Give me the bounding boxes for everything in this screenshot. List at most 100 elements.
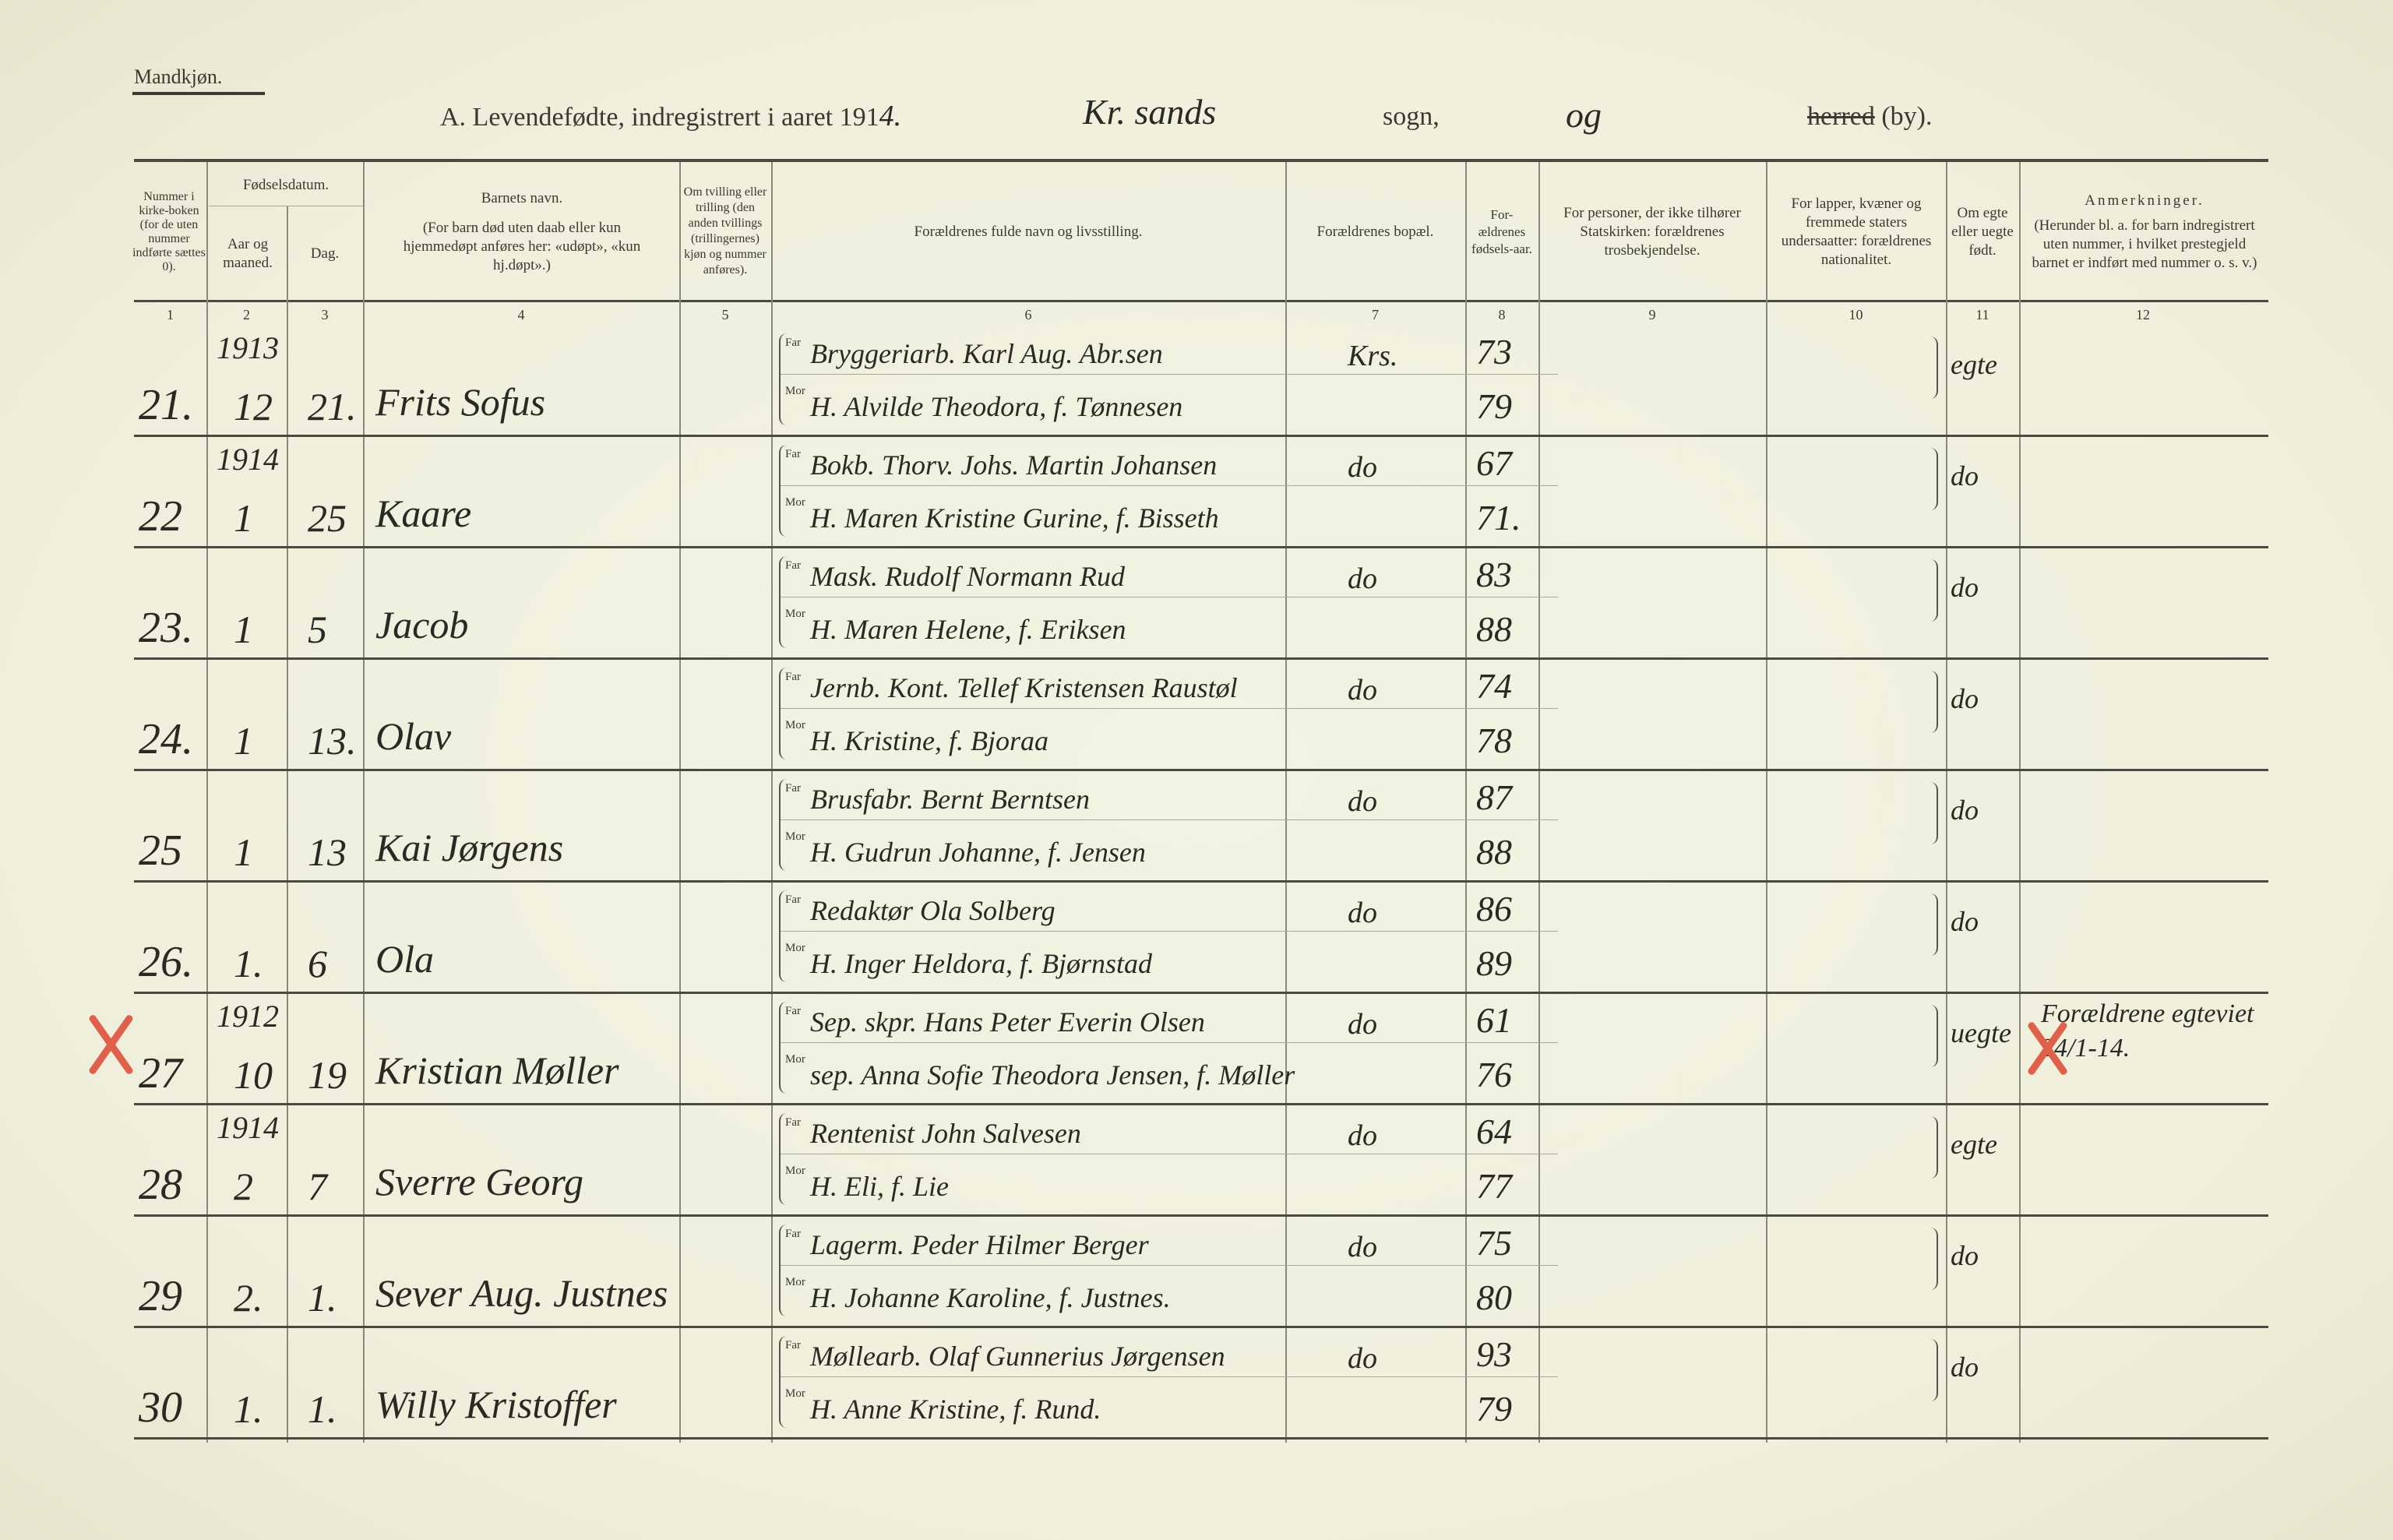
column-divider	[287, 206, 288, 1443]
parents-brace	[779, 1336, 787, 1428]
father-birth-year: 74	[1476, 666, 1512, 706]
birth-day: 13.	[308, 719, 357, 763]
mother-birth-year: 80	[1476, 1277, 1512, 1317]
row-number: 21.	[139, 381, 193, 429]
column-divider	[679, 162, 681, 1443]
remark: Forældrene egteviet 24/1-14.	[2041, 999, 2254, 1062]
row-number: 24.	[139, 715, 193, 763]
herred-struck: herred	[1807, 102, 1875, 131]
row-bottom-border	[134, 435, 2268, 437]
far-label: Far	[785, 559, 801, 572]
row-number: 26.	[139, 938, 193, 986]
residence: do	[1348, 1342, 1377, 1375]
mother-birth-year: 77	[1476, 1166, 1512, 1206]
column-divider	[1465, 162, 1467, 1443]
row-number: 29	[139, 1272, 182, 1320]
father-name: Møllearb. Olaf Gunnerius Jørgensen	[810, 1341, 1225, 1372]
header-col-11: Om egte eller uegte født.	[1949, 165, 2016, 299]
parents-brace	[779, 1225, 787, 1316]
parents-brace	[779, 445, 787, 537]
header-col-1-label: Nummer i kirke-boken (for de uten nummer…	[132, 190, 206, 273]
mor-label: Mor	[785, 830, 805, 843]
row-bottom-border	[134, 880, 2268, 883]
row-number: 28	[139, 1161, 182, 1209]
header-bottom-border	[134, 300, 2268, 302]
header-col-2-label: Aar og maaned.	[223, 236, 273, 271]
far-label: Far	[785, 1005, 801, 1017]
birth-day: 25	[308, 496, 347, 540]
header-fodselsdatum: Fødselsdatum.	[209, 168, 363, 203]
column-divider	[363, 162, 365, 1443]
row-mid-rule	[779, 1265, 1558, 1266]
mother-name: H. Eli, f. Lie	[810, 1171, 949, 1202]
header-col-2: Aar og maaned.	[209, 209, 287, 299]
mor-label: Mor	[785, 719, 805, 731]
parents-brace	[779, 556, 787, 648]
parents-brace	[779, 668, 787, 759]
row-bottom-border	[134, 992, 2268, 994]
father-birth-year: 93	[1476, 1334, 1512, 1374]
red-x-mark-margin	[87, 1010, 134, 1080]
row-bottom-border	[134, 1326, 2268, 1328]
birth-month: 1	[234, 830, 253, 874]
far-label: Far	[785, 1228, 801, 1240]
row-bottom-border	[134, 769, 2268, 771]
birth-year: 1912	[217, 999, 279, 1034]
mother-name: H. Kristine, f. Bjoraa	[810, 725, 1049, 756]
column-number: 10	[1848, 307, 1863, 322]
column-divider	[771, 162, 773, 1443]
row-number: 25	[139, 826, 182, 875]
child-name: Ola	[375, 937, 434, 981]
birth-month: 10	[234, 1053, 273, 1097]
birth-day: 1.	[308, 1387, 337, 1431]
residence: do	[1348, 785, 1377, 818]
column-divider	[2019, 162, 2021, 1443]
birth-month: 1.	[234, 1387, 263, 1431]
row-mid-rule	[779, 485, 1558, 486]
table-top-border	[134, 159, 2268, 162]
far-label: Far	[785, 671, 801, 683]
father-name: Bryggeriarb. Karl Aug. Abr.sen	[810, 338, 1163, 369]
row-mid-rule	[779, 1042, 1558, 1043]
residence: do	[1348, 897, 1377, 929]
row-bottom-border	[134, 1214, 2268, 1217]
header-col-12-sub: (Herunder bl. a. for barn indregistrert …	[2032, 217, 2257, 271]
residence: do	[1348, 451, 1377, 484]
father-name: Brusfabr. Bernt Berntsen	[810, 784, 1090, 815]
birth-year: 1914	[217, 442, 279, 477]
header-col-11-label: Om egte eller uegte født.	[1951, 205, 2014, 259]
legitimacy: egte	[1951, 349, 1997, 380]
parish-name: Kr. sands	[1083, 92, 1217, 132]
legitimacy-brace	[1930, 671, 1938, 733]
birth-month: 1.	[234, 942, 263, 985]
header-col-4-sub: (For barn død uten daab eller kun hjemme…	[403, 220, 641, 273]
header-col-3: Dag.	[287, 209, 363, 299]
column-divider	[206, 162, 208, 1443]
mother-name: H. Maren Helene, f. Eriksen	[810, 614, 1126, 645]
birth-month: 1	[234, 719, 253, 763]
mother-name: H. Maren Kristine Gurine, f. Bisseth	[810, 502, 1219, 534]
birth-day: 6	[308, 942, 327, 985]
child-name: Kristian Møller	[375, 1048, 619, 1092]
legitimacy-brace	[1930, 893, 1938, 956]
header-col-8: For-ældrenes fødsels-aar.	[1465, 165, 1538, 299]
far-label: Far	[785, 782, 801, 795]
row-number: 22	[139, 492, 182, 541]
legitimacy: do	[1951, 460, 1979, 492]
legitimacy: do	[1951, 1351, 1979, 1383]
title-year-digit: 4.	[879, 100, 902, 132]
parents-brace	[779, 333, 787, 425]
header-col-5-label: Om tvilling eller trilling (den anden tv…	[683, 185, 767, 277]
og-handwritten: og	[1566, 95, 1602, 135]
legitimacy: do	[1951, 906, 1979, 937]
legitimacy: do	[1951, 683, 1979, 714]
father-name: Mask. Rudolf Normann Rud	[810, 561, 1125, 592]
header-col-9: For personer, der ikke tilhører Statskir…	[1546, 165, 1758, 299]
birth-day: 5	[308, 608, 327, 651]
mor-label: Mor	[785, 496, 805, 509]
residence: do	[1348, 1231, 1377, 1263]
mother-name: sep. Anna Sofie Theodora Jensen, f. Møll…	[810, 1059, 1295, 1091]
father-name: Sep. skpr. Hans Peter Everin Olsen	[810, 1006, 1205, 1038]
mother-birth-year: 78	[1476, 721, 1512, 760]
column-number: 2	[243, 307, 250, 322]
